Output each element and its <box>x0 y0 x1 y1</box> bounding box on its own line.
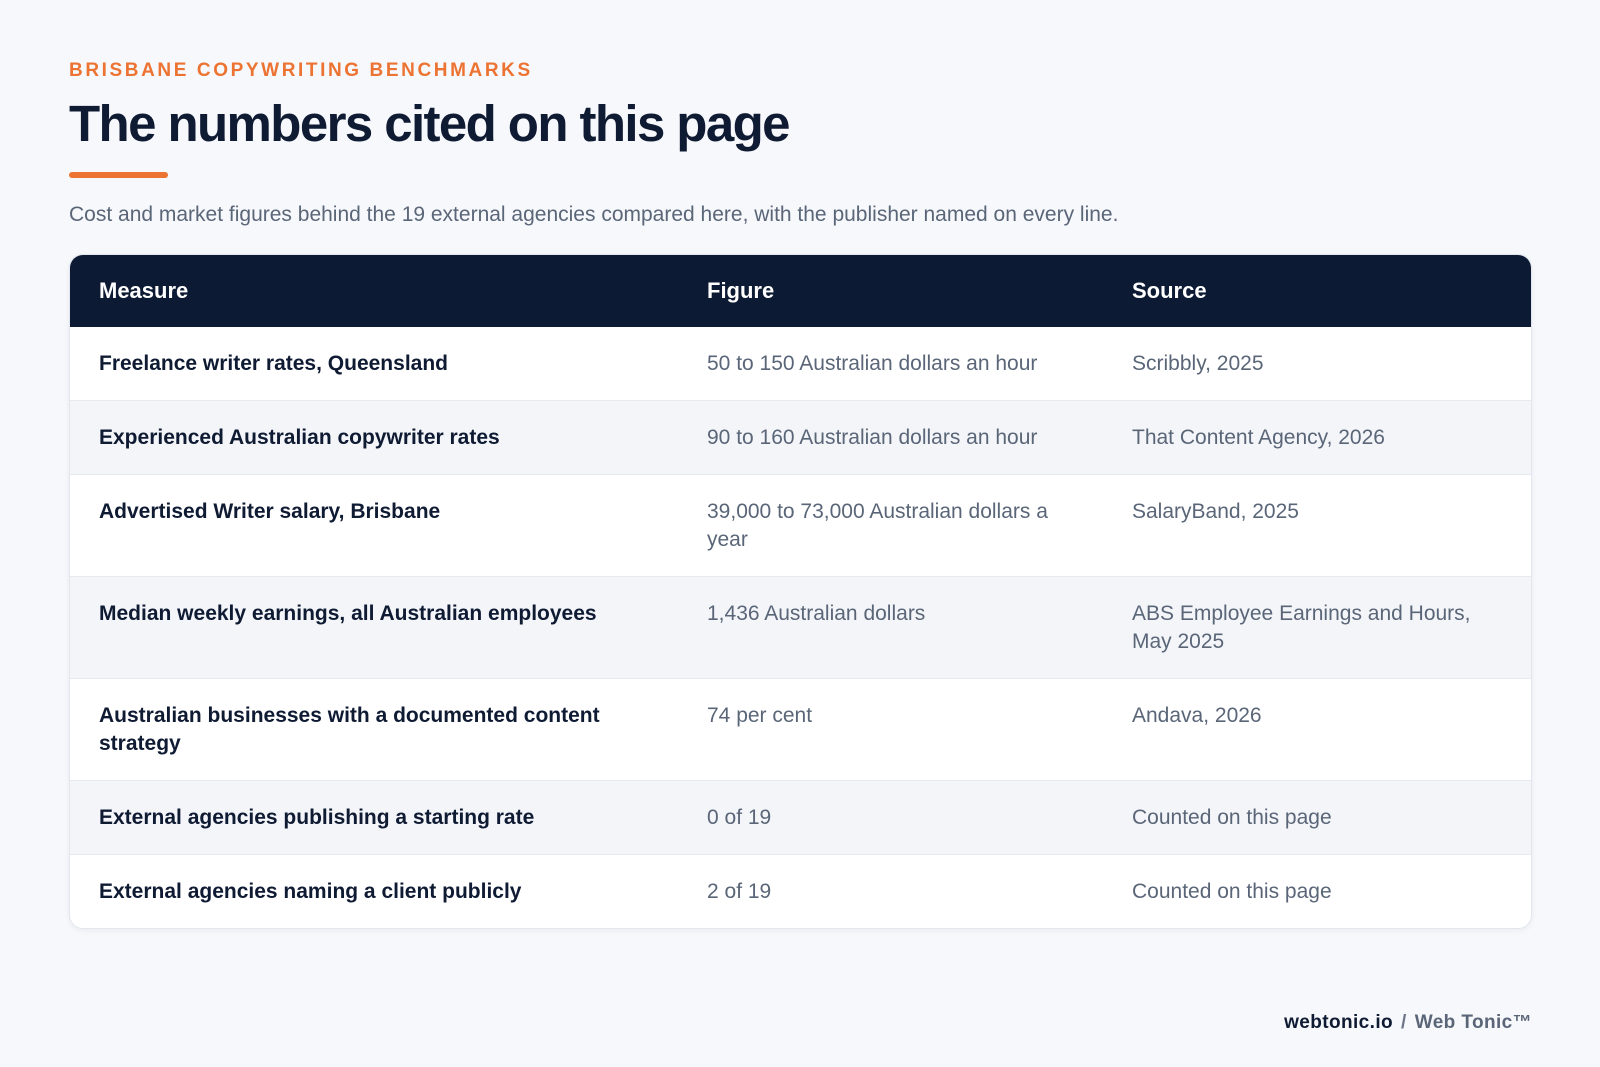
figure-cell: 1,436 Australian dollars <box>678 576 1103 679</box>
source-cell: Counted on this page <box>1103 854 1531 928</box>
table-row: External agencies publishing a starting … <box>70 780 1531 855</box>
table-row: Advertised Writer salary, Brisbane 39,00… <box>70 474 1531 577</box>
measure-cell: Experienced Australian copywriter rates <box>70 400 678 475</box>
column-header-source: Source <box>1132 278 1207 303</box>
figure-cell: 2 of 19 <box>678 854 1103 928</box>
source-cell: Andava, 2026 <box>1103 678 1531 781</box>
benchmarks-table: Measure Figure Source Freelance writer r… <box>70 255 1531 928</box>
source-cell: Scribbly, 2025 <box>1132 352 1264 375</box>
figure-cell: 0 of 19 <box>678 780 1103 855</box>
figure-cell: 50 to 150 Australian dollars an hour <box>707 352 1038 375</box>
title-accent-bar <box>69 172 168 178</box>
table-row: Freelance writer rates, Queensland 50 to… <box>70 327 1531 401</box>
footer-brand: Web Tonic™ <box>1414 1012 1532 1033</box>
column-header-measure: Measure <box>99 278 189 303</box>
footer-separator: / <box>1401 1012 1407 1033</box>
page-subtitle: Cost and market figures behind the 19 ex… <box>69 203 1119 226</box>
footer-credit: webtonic.io / Web Tonic™ <box>1284 1012 1532 1034</box>
page-content: BRISBANE COPYWRITING BENCHMARKS The numb… <box>69 58 1532 929</box>
table-row: External agencies naming a client public… <box>70 854 1531 928</box>
source-cell: ABS Employee Earnings and Hours, May 202… <box>1103 576 1531 679</box>
figure-cell: 39,000 to 73,000 Australian dollars a ye… <box>678 474 1103 577</box>
measure-cell: Freelance writer rates, Queensland <box>99 352 448 375</box>
figure-cell: 90 to 160 Australian dollars an hour <box>678 400 1103 475</box>
measure-cell: Australian businesses with a documented … <box>70 678 678 781</box>
column-header-figure: Figure <box>707 278 775 303</box>
table-row: Experienced Australian copywriter rates … <box>70 400 1531 475</box>
table-header-row: Measure Figure Source <box>70 255 1531 327</box>
table-row: Median weekly earnings, all Australian e… <box>70 576 1531 679</box>
source-cell: That Content Agency, 2026 <box>1103 400 1531 475</box>
measure-cell: External agencies naming a client public… <box>70 854 678 928</box>
measure-cell: Advertised Writer salary, Brisbane <box>70 474 678 577</box>
source-cell: Counted on this page <box>1103 780 1531 855</box>
measure-cell: Median weekly earnings, all Australian e… <box>70 576 678 679</box>
page-title: The numbers cited on this page <box>69 95 791 152</box>
measure-cell: External agencies publishing a starting … <box>70 780 678 855</box>
source-cell: SalaryBand, 2025 <box>1103 474 1531 577</box>
table-row: Australian businesses with a documented … <box>70 678 1531 781</box>
footer-domain: webtonic.io <box>1284 1012 1394 1033</box>
eyebrow-label: BRISBANE COPYWRITING BENCHMARKS <box>69 60 533 81</box>
figure-cell: 74 per cent <box>678 678 1103 781</box>
benchmarks-table-card: Measure Figure Source Freelance writer r… <box>69 254 1532 929</box>
